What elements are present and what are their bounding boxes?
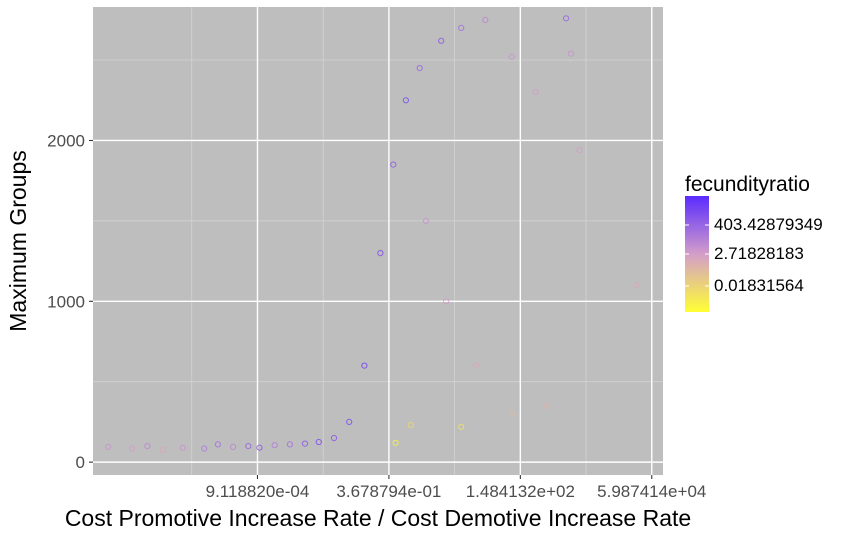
y-tick-label: 0 <box>76 453 85 472</box>
data-point <box>214 441 221 448</box>
x-axis-title: Cost Promotive Increase Rate / Cost Demo… <box>65 505 691 531</box>
data-point <box>105 443 112 450</box>
data-point <box>346 418 353 425</box>
legend-label-mid: 2.71828183 <box>714 244 804 263</box>
data-point <box>230 443 237 450</box>
data-point <box>377 250 384 257</box>
legend-label-low: 0.01831564 <box>714 276 804 295</box>
data-point <box>567 50 575 57</box>
legend-title: fecundityratio <box>685 173 810 196</box>
data-point <box>482 16 489 23</box>
data-point <box>532 89 539 96</box>
data-point <box>416 65 423 72</box>
data-point <box>563 15 570 22</box>
data-point <box>179 444 186 451</box>
y-axis-title: Maximum Groups <box>5 150 31 331</box>
data-point <box>576 147 583 154</box>
legend-ticks <box>685 224 709 287</box>
plot-panel <box>93 7 663 475</box>
data-point <box>256 444 263 451</box>
data-point <box>543 402 551 409</box>
data-point <box>361 362 368 369</box>
data-points <box>105 15 640 454</box>
x-tick-label: 9.118820e-04 <box>206 482 310 501</box>
data-point <box>402 97 409 104</box>
data-point <box>407 422 414 429</box>
data-point <box>508 410 515 417</box>
legend: fecundityratio 403.42879349 2.71828183 0… <box>685 173 823 312</box>
data-point <box>271 442 278 449</box>
data-point <box>245 443 252 450</box>
data-point <box>508 53 515 61</box>
y-axis-ticks: 0 1000 2000 <box>47 131 93 472</box>
data-point <box>390 161 397 168</box>
grid-minor <box>93 7 663 475</box>
x-tick-label: 5.987414e+04 <box>597 482 706 501</box>
data-point <box>201 445 208 452</box>
data-point <box>129 445 136 452</box>
grid-major <box>93 7 663 475</box>
y-tick-label: 2000 <box>47 131 85 150</box>
data-point <box>315 438 322 446</box>
data-point <box>392 439 399 446</box>
legend-label-high: 403.42879349 <box>714 215 823 234</box>
data-point <box>443 298 450 305</box>
x-axis-ticks: 9.118820e-04 3.678794e-01 1.484132e+02 5.98… <box>206 475 706 501</box>
data-point <box>301 440 309 447</box>
data-point <box>330 434 338 442</box>
y-tick-label: 1000 <box>47 292 85 311</box>
data-point <box>438 37 445 44</box>
data-point <box>458 423 465 430</box>
data-point <box>286 441 293 448</box>
data-point <box>458 24 465 31</box>
data-point <box>144 443 151 450</box>
data-point <box>473 362 480 369</box>
data-point <box>422 217 430 224</box>
data-point <box>159 447 166 454</box>
x-tick-label: 3.678794e-01 <box>336 482 441 501</box>
x-tick-label: 1.484132e+02 <box>466 482 575 501</box>
data-point <box>633 282 640 289</box>
